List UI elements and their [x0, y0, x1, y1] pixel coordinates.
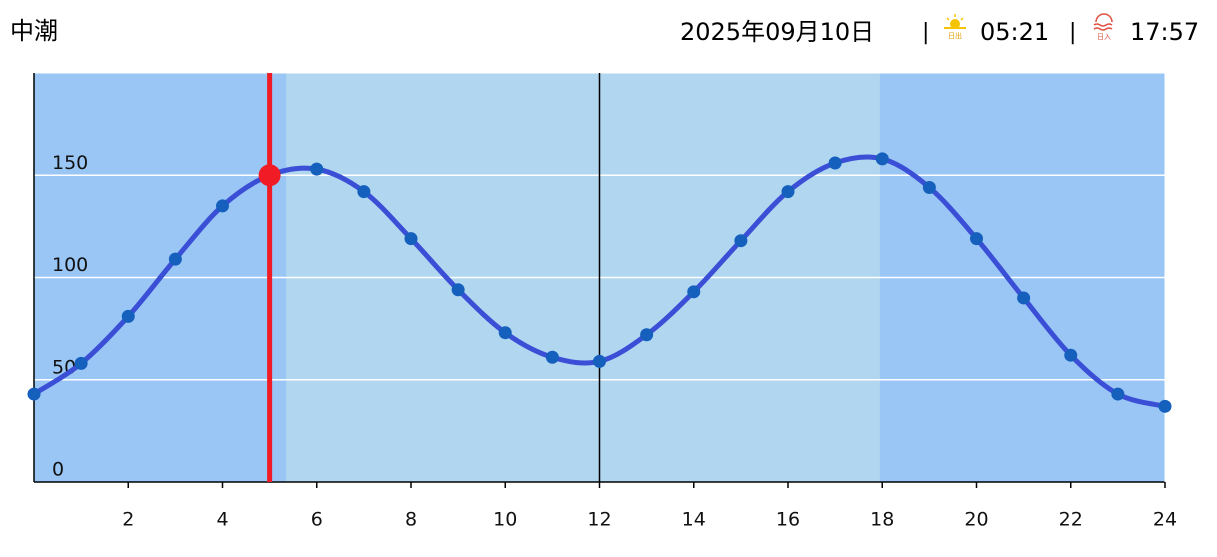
- sunrise-icon: 日出: [944, 14, 966, 40]
- x-tick-label: 20: [964, 509, 988, 531]
- tide-point: [1158, 399, 1172, 413]
- x-tick-label: 14: [682, 509, 706, 531]
- tide-point: [781, 185, 795, 199]
- x-tick-label: 16: [776, 509, 800, 531]
- x-tick-label: 22: [1059, 509, 1083, 531]
- tide-point: [828, 156, 842, 170]
- tide-point: [74, 356, 88, 370]
- x-tick-label: 18: [870, 509, 894, 531]
- x-tick-label: 2: [122, 509, 134, 531]
- tide-point: [404, 232, 418, 246]
- tide-point: [27, 387, 41, 401]
- tide-point: [310, 162, 324, 176]
- date: 2025年09月10日: [680, 18, 874, 46]
- x-tick-label: 12: [587, 509, 611, 531]
- y-tick-label: 150: [52, 152, 88, 174]
- current-point: [258, 164, 281, 187]
- tide-point: [1111, 387, 1125, 401]
- tide-point: [451, 283, 465, 297]
- sunrise-time: 05:21: [980, 18, 1049, 46]
- tide-point: [545, 350, 559, 364]
- sunset-icon-label: 日入: [1097, 33, 1111, 41]
- tide-point: [1017, 291, 1031, 305]
- tide-point: [216, 199, 229, 213]
- sunset-icon: 日入: [1093, 13, 1113, 41]
- tide-name: 中潮: [10, 17, 58, 45]
- tide-point: [498, 326, 512, 340]
- tide-point: [687, 285, 701, 299]
- tide-point: [922, 181, 936, 195]
- y-tick-label: 100: [52, 254, 88, 276]
- sunrise-icon-label: 日出: [948, 31, 962, 40]
- tide-point: [121, 309, 135, 323]
- x-tick-label: 24: [1153, 509, 1177, 531]
- tide-point: [593, 354, 606, 368]
- x-tick-label: 6: [311, 509, 323, 531]
- separator: |: [1069, 20, 1076, 45]
- x-tick-label: 4: [216, 509, 228, 531]
- tide-point: [734, 234, 748, 248]
- y-tick-label: 0: [52, 459, 64, 481]
- x-tick-label: 10: [493, 509, 517, 531]
- sunset-time: 17:57: [1130, 18, 1199, 46]
- separator: |: [922, 20, 929, 45]
- tide-point: [875, 152, 889, 166]
- tide-point: [1064, 348, 1078, 362]
- tide-point: [640, 328, 654, 342]
- tide-point: [357, 185, 371, 199]
- tide-point: [168, 252, 182, 266]
- x-tick-label: 8: [405, 509, 417, 531]
- tide-point: [970, 232, 983, 246]
